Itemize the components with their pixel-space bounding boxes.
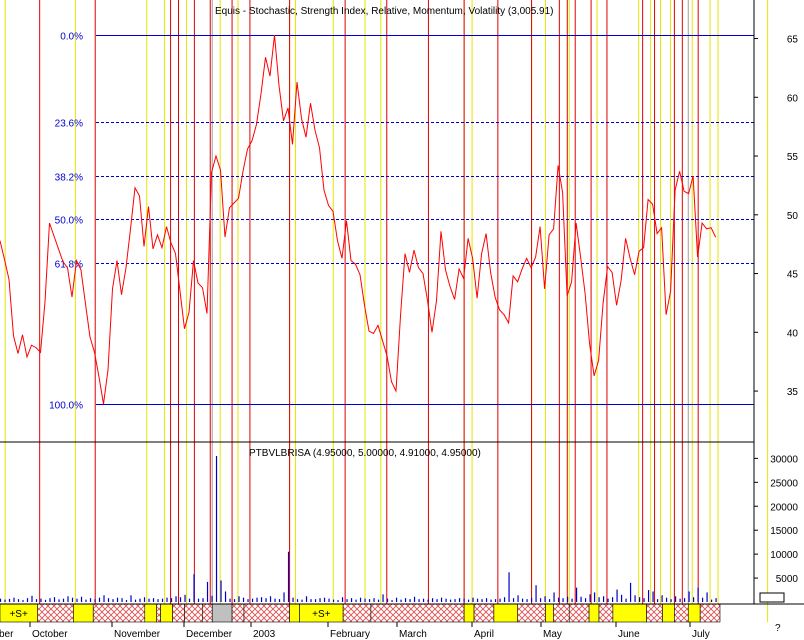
fib-level-label: 61.8% (55, 260, 83, 271)
price-tick-label: 55 (787, 152, 799, 163)
month-label: March (399, 629, 427, 640)
band-segment-hatch (674, 603, 689, 623)
month-label: April (474, 629, 494, 640)
scroll-box[interactable] (759, 592, 785, 603)
band-segment-hatch (568, 603, 590, 623)
band-segment-hatch (598, 603, 614, 623)
volume-title: PTBVLBRISA (4.95000, 5.00000, 4.91000, 4… (249, 448, 481, 459)
band-segment-yellow (662, 603, 675, 623)
price-series (0, 34, 717, 405)
band-segment-yellow (160, 603, 173, 623)
band-segment-yellow (463, 603, 475, 623)
volume-bars (0, 456, 717, 602)
band-segment-yellow (687, 603, 701, 623)
volume-tick-label: 25000 (770, 478, 798, 489)
price-line (0, 34, 717, 405)
band-segment-yellow (289, 603, 300, 623)
fibonacci-levels: 0.0% 23.6% 38.2% 50.0% 61.8% 100.0% (49, 32, 754, 412)
volume-tick-label: 15000 (770, 526, 798, 537)
band-segment-hatch (202, 603, 213, 623)
month-label: 2003 (253, 629, 276, 640)
time-axis: ber October November December 2003 February Ma… (0, 622, 710, 640)
event-lines (4, 0, 769, 622)
help-mark[interactable]: ? (775, 623, 781, 634)
band-segment-yellow (144, 603, 157, 623)
signal-band: +S+ +S+ (0, 603, 721, 623)
volume-tick-label: 20000 (770, 502, 798, 513)
price-tick-label: 35 (787, 387, 799, 398)
price-tick-label: 40 (787, 328, 799, 339)
month-label: June (618, 629, 640, 640)
price-axis: 65 60 55 50 45 40 35 (754, 35, 799, 398)
volume-axis: 30000 25000 20000 15000 10000 5000 (754, 454, 798, 585)
price-tick-label: 50 (787, 211, 799, 222)
month-label: May (543, 629, 562, 640)
month-label: October (32, 629, 68, 640)
price-tick-label: 65 (787, 35, 799, 46)
band-segment-hatch (92, 603, 146, 623)
band-segment-hatch (156, 603, 161, 623)
price-tick-label: 60 (787, 93, 799, 104)
month-label: December (186, 629, 233, 640)
band-segment-hatch (699, 603, 721, 623)
band-label: +S+ (9, 609, 28, 620)
band-segment-hatch (243, 603, 290, 623)
band-segment-hatch (553, 603, 570, 623)
band-segment-hatch (342, 603, 372, 623)
band-segment-yellow (588, 603, 600, 623)
band-segment-hatch (517, 603, 546, 623)
band-segment-hatch (37, 603, 74, 623)
band-segment-hatch (231, 603, 245, 623)
month-label: November (114, 629, 161, 640)
volume-tick-label: 5000 (776, 574, 799, 585)
band-label: +S+ (312, 609, 331, 620)
fib-level-label: 23.6% (55, 119, 83, 130)
chart-title: Equis - Stochastic, Strength Index, Rela… (215, 6, 554, 17)
fib-level-label: 100.0% (49, 401, 83, 412)
band-segment-yellow (545, 603, 554, 623)
month-label: February (330, 629, 370, 640)
volume-tick-label: 30000 (770, 454, 798, 465)
band-segment-yellow (612, 603, 647, 623)
band-segment-gray (211, 603, 233, 623)
volume-tick-label: 10000 (770, 550, 798, 561)
band-segment-hatch (473, 603, 495, 623)
month-label: July (692, 629, 710, 640)
price-tick-label: 45 (787, 270, 799, 281)
band-segment-hatch (370, 603, 465, 623)
month-label: ber (0, 629, 14, 640)
fib-level-label: 0.0% (60, 32, 83, 43)
band-segment-yellow (73, 603, 94, 623)
band-segment-hatch (172, 603, 185, 623)
band-segment-hatch (646, 603, 663, 623)
band-segment-yellow (493, 603, 518, 623)
fib-level-label: 50.0% (55, 216, 83, 227)
fib-level-label: 38.2% (55, 173, 83, 184)
band-segment-hatch (184, 603, 203, 623)
